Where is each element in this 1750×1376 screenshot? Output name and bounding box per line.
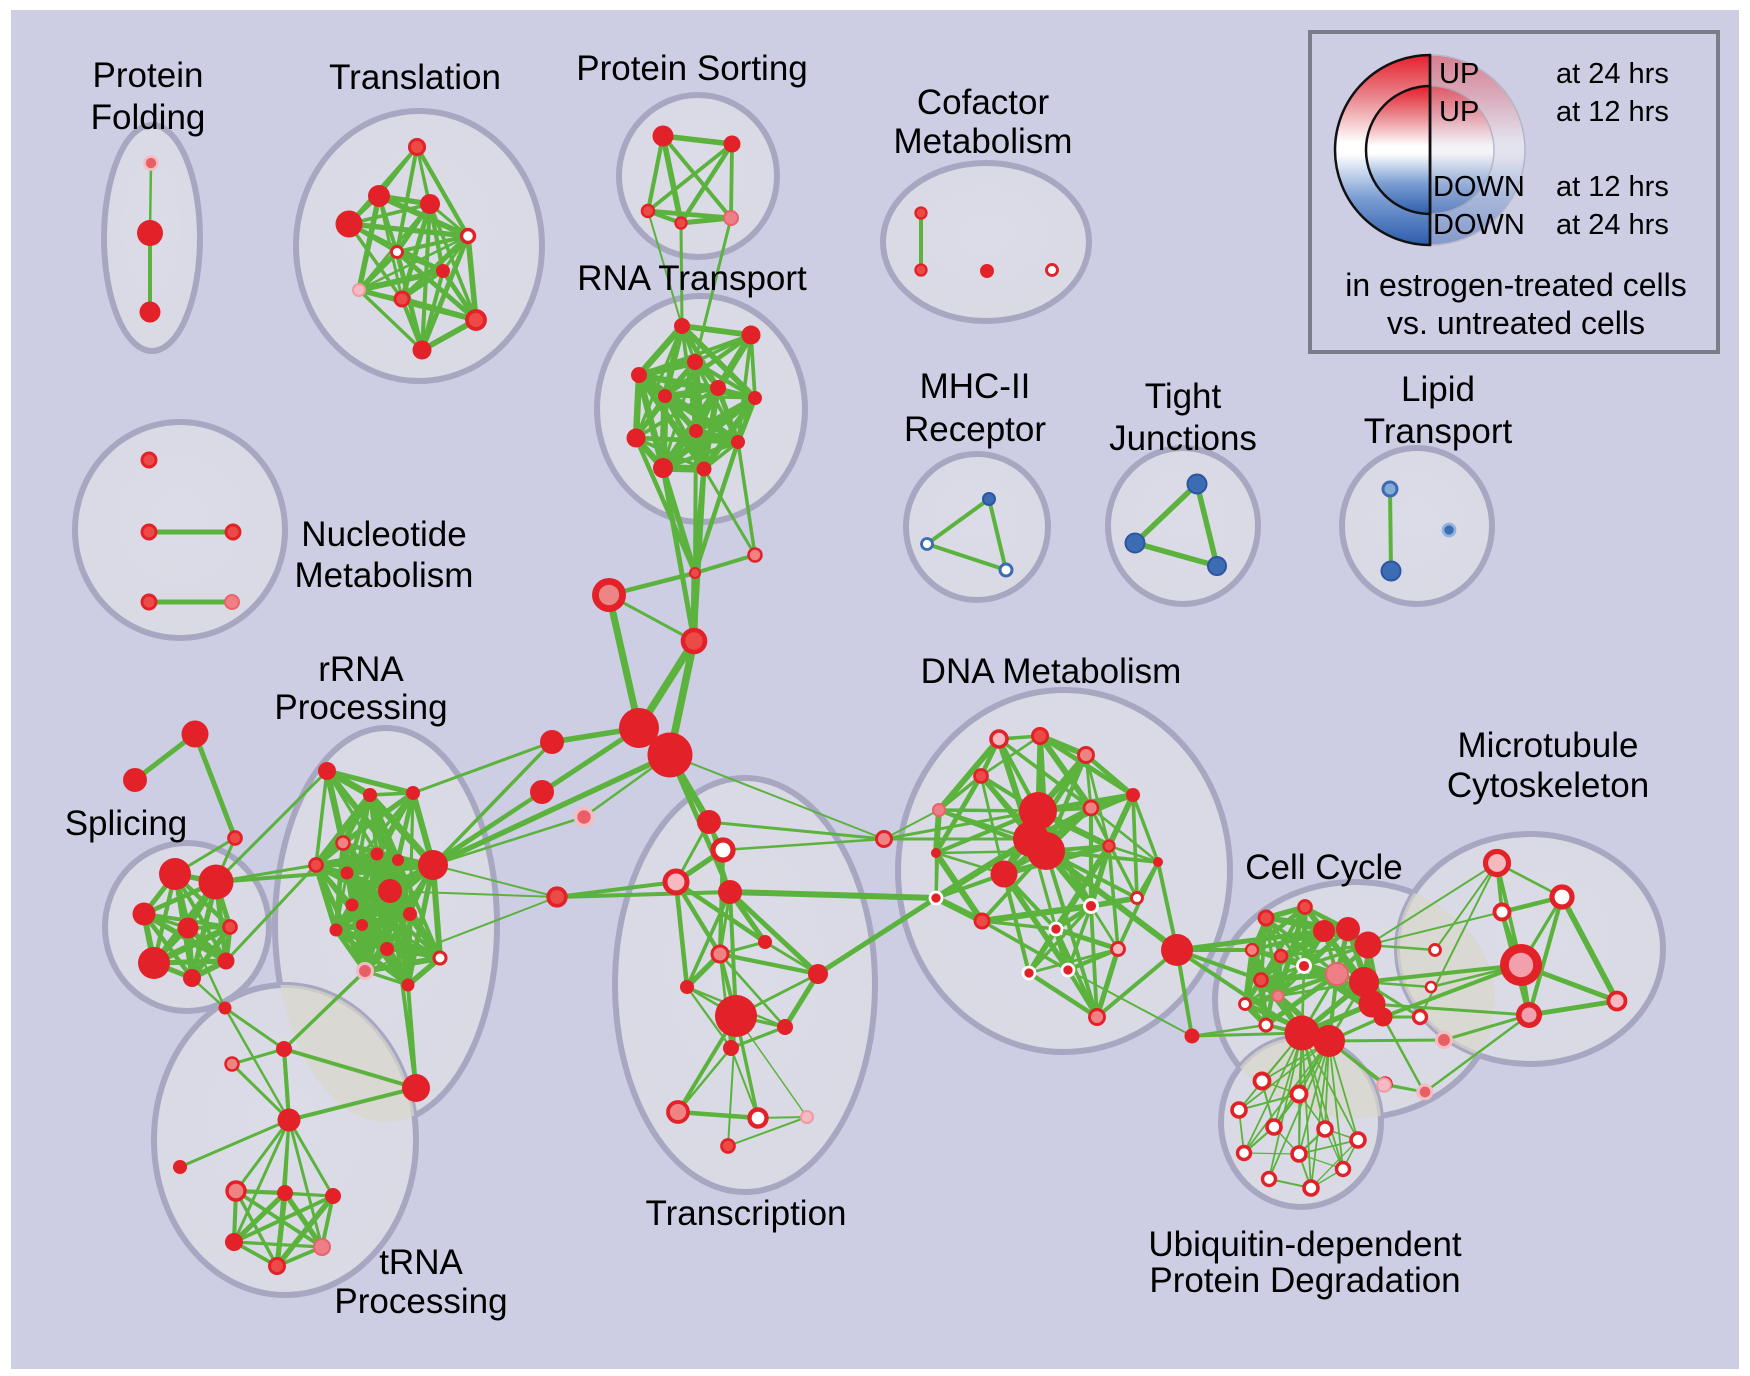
svg-text:at 12 hrs: at 12 hrs [1556, 171, 1669, 203]
svg-text:Ubiquitin-dependent: Ubiquitin-dependent [1148, 1225, 1462, 1264]
svg-text:RNA Transport: RNA Transport [577, 259, 807, 298]
svg-text:Microtubule: Microtubule [1458, 726, 1639, 765]
svg-text:Splicing: Splicing [65, 804, 188, 843]
svg-text:DOWN: DOWN [1433, 209, 1525, 241]
svg-text:Processing: Processing [274, 688, 447, 727]
svg-text:Folding: Folding [91, 98, 206, 137]
svg-text:rRNA: rRNA [318, 650, 404, 689]
svg-text:at 24 hrs: at 24 hrs [1556, 58, 1669, 90]
svg-text:Transport: Transport [1364, 412, 1513, 451]
svg-text:Cofactor: Cofactor [917, 83, 1050, 122]
svg-text:UP: UP [1439, 58, 1479, 90]
svg-text:Protein: Protein [93, 56, 204, 95]
svg-text:Tight: Tight [1145, 377, 1222, 416]
svg-text:Cell Cycle: Cell Cycle [1245, 848, 1403, 887]
svg-text:Metabolism: Metabolism [295, 556, 474, 595]
svg-text:Cytoskeleton: Cytoskeleton [1447, 766, 1649, 805]
svg-text:Nucleotide: Nucleotide [301, 515, 466, 554]
svg-text:Protein Degradation: Protein Degradation [1149, 1261, 1460, 1300]
svg-text:tRNA: tRNA [379, 1243, 463, 1282]
svg-text:Lipid: Lipid [1401, 370, 1475, 409]
svg-text:Junctions: Junctions [1109, 419, 1257, 458]
svg-text:Metabolism: Metabolism [894, 122, 1073, 161]
svg-text:DOWN: DOWN [1433, 171, 1525, 203]
svg-text:vs. untreated cells: vs. untreated cells [1387, 305, 1645, 341]
svg-text:UP: UP [1439, 96, 1479, 128]
svg-text:Processing: Processing [334, 1282, 507, 1321]
svg-text:Translation: Translation [329, 58, 501, 97]
svg-text:at 24 hrs: at 24 hrs [1556, 209, 1669, 241]
svg-text:MHC-II: MHC-II [920, 367, 1031, 406]
svg-text:Protein Sorting: Protein Sorting [576, 49, 808, 88]
svg-text:in estrogen-treated cells: in estrogen-treated cells [1345, 267, 1687, 303]
svg-text:Transcription: Transcription [646, 1194, 847, 1233]
svg-text:at 12 hrs: at 12 hrs [1556, 96, 1669, 128]
svg-text:Receptor: Receptor [904, 410, 1046, 449]
svg-text:DNA Metabolism: DNA Metabolism [921, 652, 1182, 691]
